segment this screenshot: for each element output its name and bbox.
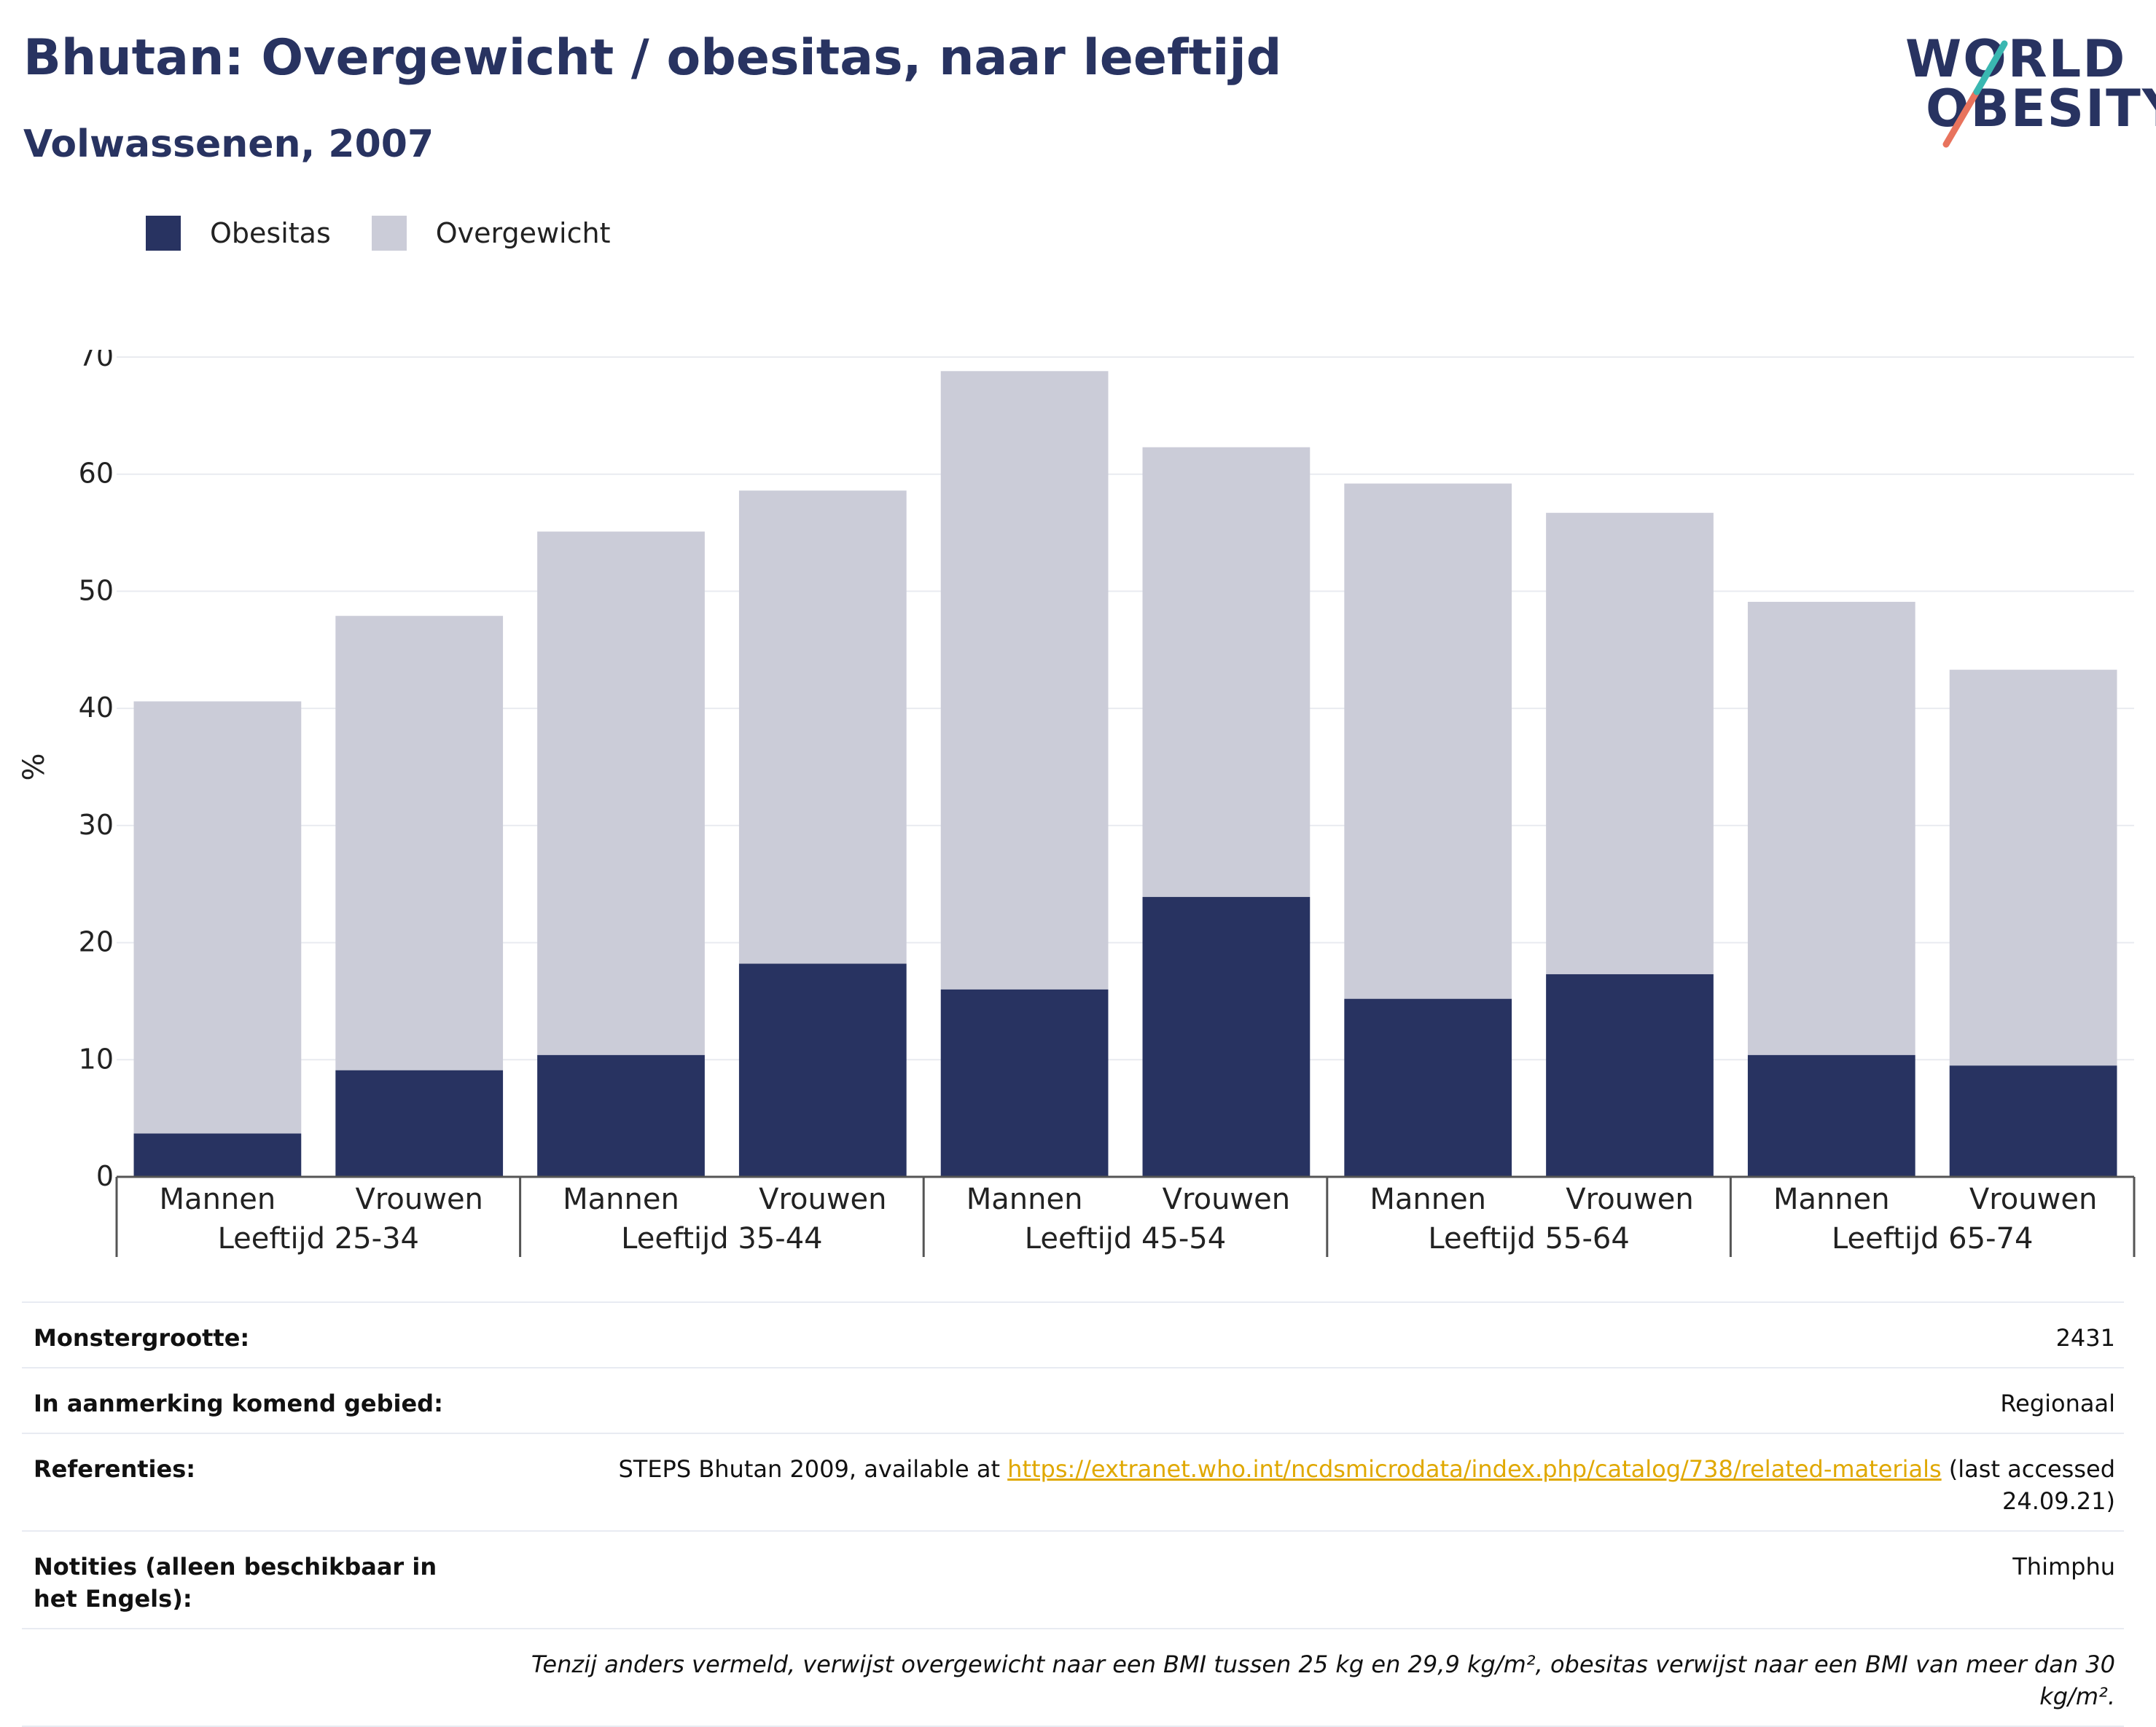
group-label: Leeftijd 45-54	[1025, 1222, 1226, 1256]
group-label: Leeftijd 55-64	[1428, 1222, 1629, 1256]
references-label: Referenties:	[34, 1455, 196, 1483]
legend-label-overgewicht: Overgewicht	[435, 217, 611, 249]
area-value: Regionaal	[2000, 1390, 2115, 1417]
bar-overgewicht	[1546, 512, 1714, 974]
bar-overgewicht	[1142, 447, 1311, 897]
notes-label: Notities (alleen beschikbaar in het Enge…	[34, 1553, 437, 1613]
x-tick-label: Mannen	[160, 1183, 276, 1216]
y-tick-label: 60	[79, 458, 114, 490]
notes-row: Notities (alleen beschikbaar in het Enge…	[22, 1530, 2124, 1628]
bar-overgewicht	[1747, 601, 1915, 1055]
legend-swatch-obesitas	[146, 216, 181, 251]
x-tick-label: Vrouwen	[355, 1183, 483, 1216]
legend-swatch-overgewicht	[371, 216, 407, 251]
stacked-bar-chart: 0 10 20 30 40 50 60 70% Mannen Vrouwen Mannen Vrouw…	[17, 350, 2136, 1257]
bar-overgewicht	[940, 371, 1109, 990]
bar-overgewicht	[1949, 670, 2117, 1066]
x-tick-label: Mannen	[1370, 1183, 1486, 1216]
chart-title: Bhutan: Overgewicht / obesitas, naar lee…	[23, 29, 1282, 87]
references-text: STEPS Bhutan 2009, available at	[618, 1455, 1008, 1483]
bar-obesitas	[1949, 1065, 2117, 1177]
bar-obesitas	[1747, 1054, 1915, 1177]
group-label: Leeftijd 35-44	[621, 1222, 822, 1256]
y-tick-label: 30	[79, 809, 114, 841]
chart-subtitle: Volwassenen, 2007	[23, 122, 434, 166]
y-axis-label: %	[17, 753, 51, 780]
x-tick-label: Mannen	[1773, 1183, 1890, 1216]
references-value: STEPS Bhutan 2009, available at https://…	[512, 1453, 2115, 1517]
footnote-row: Tenzij anders vermeld, verwijst overgewi…	[22, 1628, 2124, 1727]
footnote-text: Tenzij anders vermeld, verwijst overgewi…	[531, 1650, 2115, 1710]
bar-overgewicht	[738, 490, 907, 964]
bar-overgewicht	[537, 531, 705, 1055]
y-tick-label: 10	[79, 1043, 114, 1075]
bar-obesitas	[940, 989, 1109, 1177]
area-label: In aanmerking komend gebied:	[34, 1390, 443, 1417]
bar-obesitas	[1546, 974, 1714, 1177]
legend-label-obesitas: Obesitas	[210, 217, 331, 249]
bar-obesitas	[335, 1070, 504, 1177]
info-table: Monstergrootte: 2431 In aanmerking komen…	[22, 1301, 2124, 1727]
bar-obesitas	[1344, 998, 1512, 1177]
sample-size-row: Monstergrootte: 2431	[22, 1301, 2124, 1367]
x-tick-label: Vrouwen	[1163, 1183, 1290, 1216]
bar-overgewicht	[335, 616, 504, 1070]
bar-obesitas	[133, 1133, 302, 1177]
bar-obesitas	[738, 963, 907, 1177]
bar-overgewicht	[1344, 483, 1512, 999]
legend-item-obesitas[interactable]: Obesitas	[146, 216, 331, 251]
x-tick-label: Vrouwen	[1969, 1183, 2097, 1216]
y-tick-label: 40	[79, 692, 114, 724]
group-label: Leeftijd 25-34	[218, 1222, 419, 1256]
group-label: Leeftijd 65-74	[1832, 1222, 2033, 1256]
legend: Obesitas Overgewicht	[146, 216, 652, 251]
x-tick-label: Vrouwen	[759, 1183, 886, 1216]
logo-slash-icon	[1942, 40, 2008, 148]
x-tick-label: Mannen	[966, 1183, 1083, 1216]
sample-size-value: 2431	[2055, 1324, 2115, 1352]
y-tick-label: 50	[79, 574, 114, 606]
bar-overgewicht	[133, 701, 302, 1134]
y-tick-label: 70	[79, 350, 114, 372]
logo-line1: WORLD	[1905, 29, 2127, 89]
area-row: In aanmerking komend gebied: Regionaal	[22, 1367, 2124, 1433]
sample-size-label: Monstergrootte:	[34, 1324, 250, 1352]
bar-obesitas	[1142, 896, 1311, 1177]
x-tick-label: Vrouwen	[1566, 1183, 1693, 1216]
y-tick-label: 0	[96, 1160, 114, 1192]
y-tick-label: 20	[79, 926, 114, 958]
notes-value: Thimphu	[2012, 1553, 2115, 1581]
legend-item-overgewicht[interactable]: Overgewicht	[371, 216, 611, 251]
x-tick-label: Mannen	[563, 1183, 679, 1216]
world-obesity-logo: WORLD OBESITY	[1895, 22, 2156, 153]
bar-obesitas	[537, 1054, 705, 1177]
references-accessed: (last accessed 24.09.21)	[1941, 1455, 2115, 1515]
references-row: Referenties: STEPS Bhutan 2009, availabl…	[22, 1433, 2124, 1530]
references-link[interactable]: https://extranet.who.int/ncdsmicrodata/i…	[1007, 1455, 1942, 1483]
